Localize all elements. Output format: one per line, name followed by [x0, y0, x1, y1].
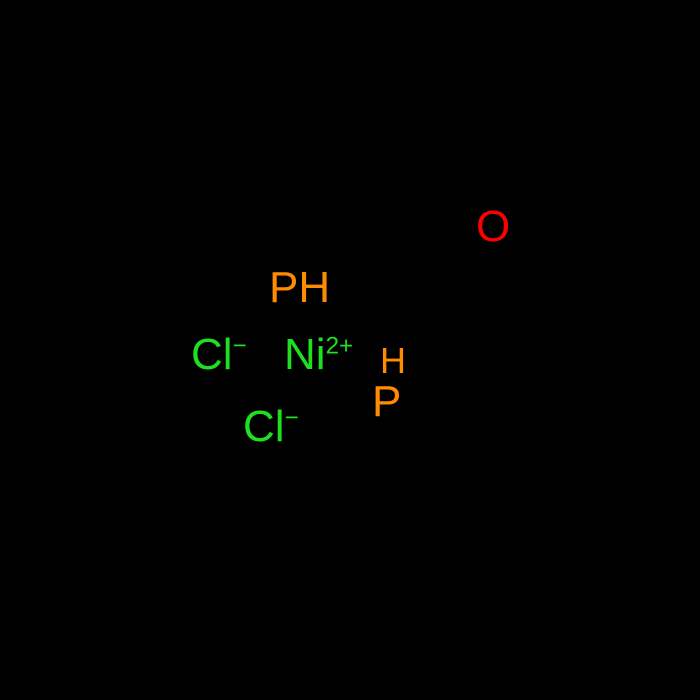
structure-canvas: O PH Cl− Ni2+ H P Cl−: [0, 0, 700, 700]
atom-p: P: [372, 380, 401, 424]
ni-symbol: Ni: [284, 330, 326, 379]
cl-top-symbol: Cl: [191, 330, 233, 379]
atom-cl-top: Cl−: [191, 333, 247, 377]
atom-h: H: [380, 343, 406, 379]
atom-ni: Ni2+: [284, 333, 353, 377]
atom-ph: PH: [269, 266, 330, 310]
atom-oxygen: O: [476, 205, 510, 249]
atom-cl-bot: Cl−: [243, 405, 299, 449]
cl-bot-symbol: Cl: [243, 402, 285, 451]
cl-bot-charge: −: [285, 404, 299, 431]
cl-top-charge: −: [233, 332, 247, 359]
ni-charge: 2+: [326, 332, 354, 359]
